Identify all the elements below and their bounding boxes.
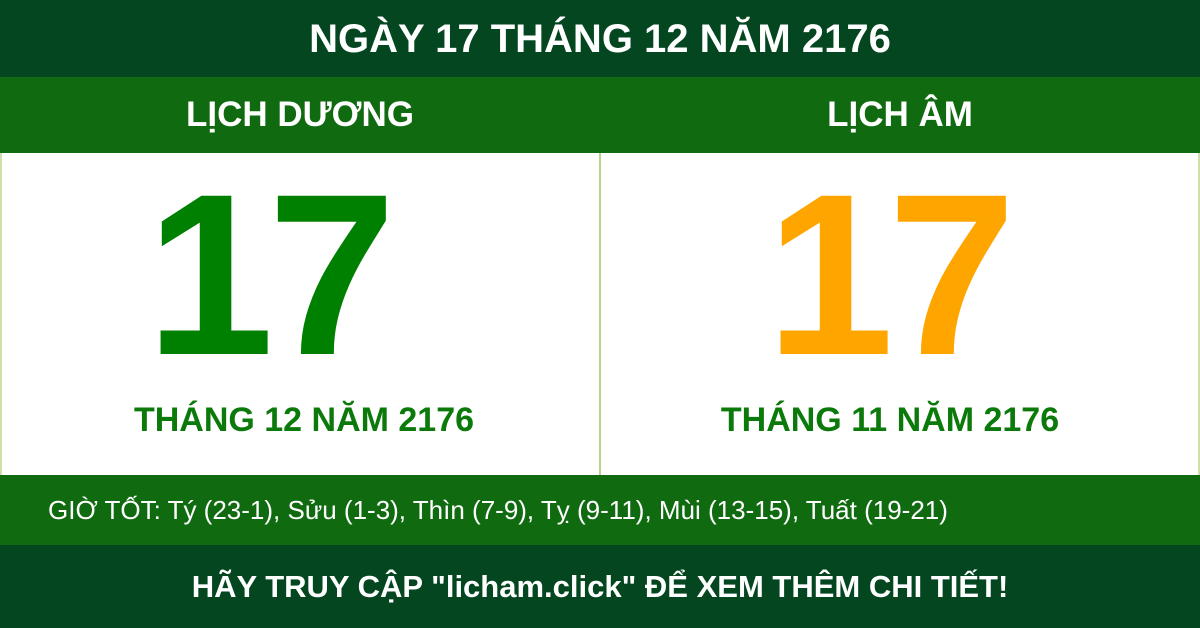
solar-day: 17 xyxy=(146,146,396,403)
lunar-month-year: THÁNG 11 NĂM 2176 xyxy=(720,401,1060,439)
solar-heading: LỊCH DƯƠNG xyxy=(185,95,415,134)
good-hours: GIỜ TỐT: Tý (23-1), Sửu (1-3), Thìn (7-9… xyxy=(0,475,1200,545)
lunar-day: 17 xyxy=(766,146,1016,403)
calendar-headings: LỊCH DƯƠNG LỊCH ÂM xyxy=(0,77,1200,153)
footer-cta: HÃY TRUY CẬP "licham.click" ĐỂ XEM THÊM … xyxy=(0,545,1200,628)
page-title: NGÀY 17 THÁNG 12 NĂM 2176 xyxy=(0,0,1200,77)
lunar-heading: LỊCH ÂM xyxy=(827,95,973,134)
solar-month-year: THÁNG 12 NĂM 2176 xyxy=(133,401,475,439)
divider xyxy=(599,153,601,475)
